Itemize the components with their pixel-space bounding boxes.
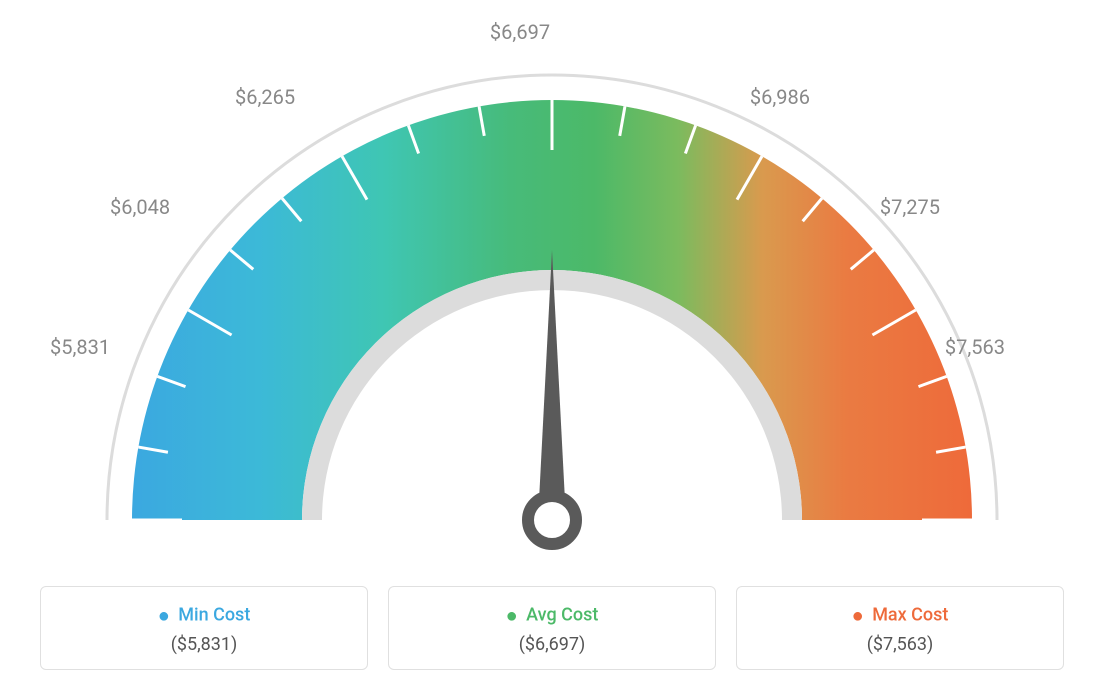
legend-card-min: ● Min Cost ($5,831)	[40, 586, 368, 670]
gauge-scale-label: $6,986	[750, 85, 810, 109]
dot-icon: ●	[506, 603, 518, 627]
legend-avg-label: Avg Cost	[526, 604, 598, 625]
gauge-svg	[0, 0, 1104, 560]
legend-card-max: ● Max Cost ($7,563)	[736, 586, 1064, 670]
gauge-scale-label: $5,831	[50, 335, 110, 359]
cost-gauge-container: $5,831 $6,048 $6,265 $6,697 $6,986 $7,275 $7,5…	[0, 0, 1104, 690]
gauge-chart: $5,831 $6,048 $6,265 $6,697 $6,986 $7,275 $7,5…	[0, 0, 1104, 560]
gauge-scale-label: $6,697	[490, 20, 550, 44]
legend-row: ● Min Cost ($5,831) ● Avg Cost ($6,697) …	[40, 586, 1064, 670]
legend-avg-title: ● Avg Cost	[397, 603, 707, 628]
legend-min-value: ($5,831)	[49, 634, 359, 655]
legend-avg-value: ($6,697)	[397, 634, 707, 655]
gauge-scale-label: $7,563	[945, 335, 1005, 359]
legend-max-value: ($7,563)	[745, 634, 1055, 655]
gauge-scale-label: $7,275	[880, 195, 940, 219]
legend-max-title: ● Max Cost	[745, 603, 1055, 628]
gauge-scale-label: $6,048	[110, 195, 170, 219]
legend-card-avg: ● Avg Cost ($6,697)	[388, 586, 716, 670]
gauge-scale-label: $6,265	[235, 85, 295, 109]
legend-min-title: ● Min Cost	[49, 603, 359, 628]
legend-max-label: Max Cost	[872, 604, 948, 625]
dot-icon: ●	[852, 603, 864, 627]
legend-min-label: Min Cost	[178, 604, 250, 625]
dot-icon: ●	[158, 603, 170, 627]
